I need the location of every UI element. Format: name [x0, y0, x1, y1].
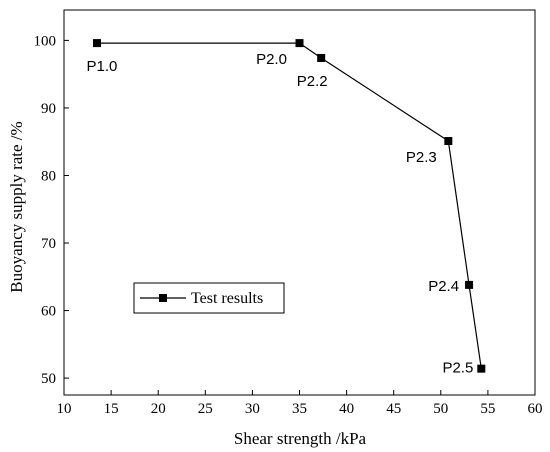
x-tick-label: 45	[386, 401, 401, 417]
x-tick-label: 30	[245, 401, 260, 417]
series-line	[96, 42, 482, 369]
x-tick-label: 40	[339, 401, 354, 417]
legend-label: Test results	[191, 290, 263, 307]
y-axis-title: Buoyancy supply rate /%	[7, 121, 26, 292]
x-tick-label: 10	[57, 401, 72, 417]
x-tick-label: 20	[151, 401, 166, 417]
x-axis-title: Shear strength /kPa	[234, 429, 367, 448]
data-point	[444, 137, 453, 146]
point-label: P1.0	[87, 58, 118, 75]
point-label: P2.0	[256, 51, 287, 68]
point-label: P2.3	[406, 149, 437, 166]
legend-marker-sample	[159, 294, 167, 302]
y-tick-label: 90	[41, 101, 56, 117]
data-point	[477, 364, 486, 373]
data-point	[465, 280, 474, 289]
y-tick-label: 70	[41, 236, 56, 252]
x-tick-label: 60	[528, 401, 543, 417]
legend: Test results	[133, 282, 285, 314]
x-tick-label: 55	[480, 401, 495, 417]
x-tick-label: 25	[198, 401, 213, 417]
y-tick-label: 80	[41, 168, 56, 184]
data-point	[92, 39, 101, 48]
plot-frame	[63, 9, 536, 396]
y-tick-label: 100	[34, 33, 57, 49]
x-tick-label: 50	[433, 401, 448, 417]
point-label: P2.5	[442, 360, 473, 377]
y-tick-label: 50	[41, 371, 56, 387]
data-point	[295, 39, 304, 48]
x-tick-label: 35	[292, 401, 307, 417]
point-label: P2.2	[297, 73, 328, 90]
x-tick-label: 15	[104, 401, 119, 417]
data-point	[317, 53, 326, 62]
y-tick-label: 60	[41, 304, 56, 320]
point-label: P2.4	[428, 278, 459, 295]
